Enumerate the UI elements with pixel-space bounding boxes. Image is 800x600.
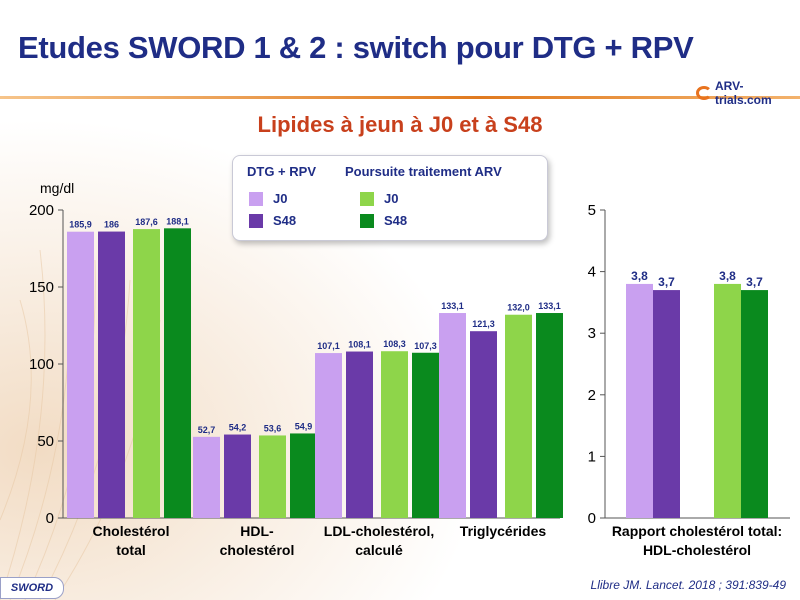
bar	[315, 353, 342, 518]
chart2-y-tick-label: 2	[588, 387, 596, 404]
bar-value-label: 54,9	[295, 421, 313, 431]
bar-value-label: 108,3	[383, 339, 406, 349]
legend-label-arv-s48: S48	[384, 213, 408, 228]
bar	[346, 351, 373, 518]
bar	[412, 352, 439, 518]
citation: Llibre JM. Lancet. 2018 ; 391:839-49	[590, 578, 786, 592]
chart2-y-tick-label: 5	[588, 202, 596, 219]
category-label: HDL-	[240, 523, 274, 539]
bar-value-label: 3,8	[719, 269, 736, 283]
category-label: Triglycérides	[460, 523, 547, 539]
bar-value-label: 3,7	[746, 275, 763, 289]
bar	[536, 313, 563, 518]
category-label: total	[116, 542, 146, 558]
logo-icon	[696, 86, 712, 100]
y-axis-unit: mg/dl	[40, 180, 75, 196]
chart1-y-tick-label: 100	[29, 356, 54, 373]
chart1-y-tick-label: 200	[29, 202, 54, 219]
chart1-y-tick-label: 50	[37, 433, 54, 450]
bar	[67, 231, 94, 519]
category-label: calculé	[355, 542, 403, 558]
bar	[381, 351, 408, 518]
bar-value-label: 187,6	[135, 217, 158, 227]
bar-value-label: 53,6	[264, 423, 282, 433]
chart2-y-tick-label: 4	[588, 264, 596, 281]
legend-swatch-dtg-j0	[249, 192, 263, 206]
bar-value-label: 188,1	[166, 216, 189, 226]
bar-value-label: 108,1	[348, 340, 371, 350]
legend-swatch-arv-j0	[360, 192, 374, 206]
chart2-y-tick-label: 1	[588, 448, 596, 465]
bar	[505, 314, 532, 518]
category-label: Rapport cholestérol total:	[612, 523, 782, 539]
bar-value-label: 121,3	[472, 319, 495, 329]
bar-value-label: 185,9	[69, 220, 92, 230]
bar	[439, 313, 466, 518]
slide-title: Etudes SWORD 1 & 2 : switch pour DTG + R…	[18, 30, 694, 65]
legend-swatch-arv-s48	[360, 214, 374, 228]
bar	[714, 283, 741, 518]
legend-group-dtg-rpv: DTG + RPV	[247, 164, 316, 179]
category-label: cholestérol	[220, 542, 295, 558]
legend-label-dtg-j0: J0	[273, 191, 288, 206]
bar	[133, 229, 160, 518]
legend-group-arv: Poursuite traitement ARV	[345, 164, 502, 179]
bar-value-label: 186	[104, 220, 119, 230]
legend-swatch-dtg-s48	[249, 214, 263, 228]
bar-value-label: 133,1	[538, 301, 561, 311]
bar	[164, 228, 191, 519]
bar	[470, 331, 497, 518]
chart2-y-tick-label: 3	[588, 325, 596, 342]
chart-subtitle: Lipides à jeun à J0 et à S48	[257, 112, 543, 137]
legend-label-dtg-s48: S48	[273, 213, 297, 228]
title-divider	[0, 96, 800, 99]
chart1-y-tick-label: 150	[29, 279, 54, 296]
arv-trials-logo[interactable]: ARV-trials.com	[696, 79, 800, 107]
bar-value-label: 133,1	[441, 301, 464, 311]
legend-label-arv-j0: J0	[384, 191, 399, 206]
category-label: HDL-cholestérol	[643, 542, 751, 558]
study-badge: SWORD	[0, 577, 64, 599]
category-label: Cholestérol	[92, 523, 169, 539]
bar	[98, 231, 125, 518]
chart1-y-tick-label: 0	[46, 510, 54, 527]
bar	[259, 435, 286, 518]
bar-value-label: 3,8	[631, 269, 648, 283]
chart-legend: DTG + RPV Poursuite traitement ARV J0 S4…	[232, 155, 548, 241]
bar-value-label: 3,7	[658, 275, 675, 289]
bar	[290, 433, 317, 518]
bar	[626, 283, 653, 518]
bar	[653, 290, 680, 518]
bar	[224, 434, 251, 518]
bar-value-label: 132,0	[507, 303, 530, 313]
bar	[193, 436, 220, 518]
category-label: LDL-cholestérol,	[324, 523, 434, 539]
chart2-y-tick-label: 0	[588, 510, 596, 527]
bar-value-label: 54,2	[229, 423, 247, 433]
logo-text: ARV-trials.com	[714, 79, 772, 107]
bar-value-label: 107,1	[317, 341, 340, 351]
bar-value-label: 107,3	[414, 341, 437, 351]
bar-value-label: 52,7	[198, 425, 216, 435]
bar	[741, 290, 768, 518]
